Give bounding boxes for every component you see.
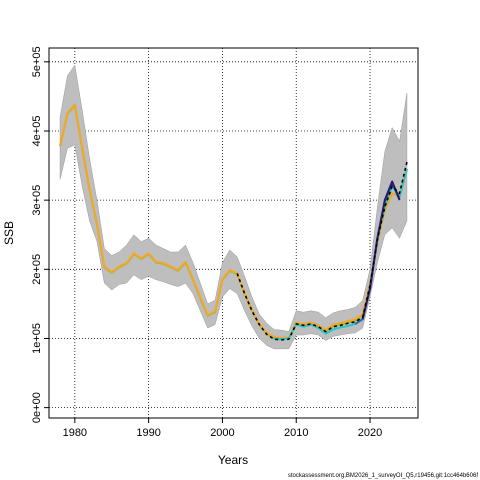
y-axis-title: SSB [2, 221, 16, 245]
y-tick-label: 4e+05 [31, 116, 43, 147]
confidence-band-area [59, 64, 408, 350]
x-tick-label: 2020 [358, 427, 382, 439]
x-axis: 1980 1990 2000 2010 2020 [63, 418, 382, 439]
x-axis-title: Years [218, 453, 248, 467]
y-tick-label: 2e+05 [31, 254, 43, 285]
x-tick-label: 1980 [63, 427, 87, 439]
grid-lines [49, 48, 418, 418]
confidence-band [59, 64, 408, 350]
y-tick-label: 0e+00 [31, 392, 43, 423]
black-series-line [236, 161, 408, 341]
footer-text: stockassessment.org,BM2026_1_surveyOI_Q5… [287, 473, 478, 479]
series-lines [59, 103, 408, 341]
x-tick-label: 1990 [136, 427, 160, 439]
y-tick-label: 5e+05 [31, 46, 43, 77]
y-tick-label: 1e+05 [31, 323, 43, 354]
y-axis: 0e+00 1e+05 2e+05 3e+05 4e+05 5e+05 [31, 46, 49, 423]
x-tick-label: 2000 [210, 427, 234, 439]
y-tick-label: 3e+05 [31, 185, 43, 216]
x-tick-label: 2010 [284, 427, 308, 439]
green-series-line [59, 104, 408, 340]
plot-frame [48, 47, 419, 419]
orange-series-line [59, 103, 408, 339]
